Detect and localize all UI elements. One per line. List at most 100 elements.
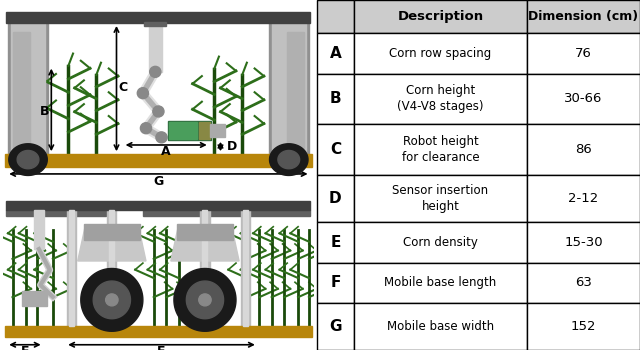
- Bar: [354, 124, 527, 175]
- Bar: [317, 262, 354, 303]
- Bar: [527, 175, 640, 222]
- Text: A: A: [161, 145, 171, 158]
- Bar: [11, 23, 45, 154]
- Bar: [527, 74, 640, 124]
- Bar: [317, 303, 354, 350]
- Bar: [527, 0, 640, 33]
- Bar: [317, 33, 354, 74]
- Polygon shape: [77, 225, 146, 261]
- Bar: [109, 210, 115, 326]
- Bar: [354, 33, 527, 74]
- Circle shape: [138, 88, 148, 99]
- Polygon shape: [278, 150, 300, 169]
- Bar: [527, 33, 640, 74]
- Bar: [317, 74, 354, 124]
- Text: 63: 63: [575, 276, 592, 289]
- Bar: [354, 303, 527, 350]
- Bar: [527, 33, 640, 74]
- Bar: [317, 175, 354, 222]
- Bar: [169, 122, 197, 139]
- Bar: [168, 121, 211, 140]
- Circle shape: [106, 294, 118, 306]
- Bar: [354, 74, 527, 124]
- Circle shape: [156, 132, 167, 143]
- Bar: [527, 303, 640, 350]
- Bar: [210, 124, 225, 137]
- Bar: [8, 23, 48, 154]
- Polygon shape: [186, 281, 223, 319]
- Text: B: B: [40, 105, 50, 118]
- Text: C: C: [330, 142, 341, 157]
- Text: Sensor insertion
height: Sensor insertion height: [392, 184, 488, 213]
- Text: D: D: [227, 140, 237, 153]
- Text: Corn density: Corn density: [403, 236, 478, 249]
- Text: 30-66: 30-66: [564, 92, 603, 105]
- Bar: [354, 222, 527, 262]
- Bar: [354, 74, 527, 124]
- Bar: [317, 0, 354, 33]
- Bar: [354, 175, 527, 222]
- Bar: [6, 12, 310, 23]
- Bar: [202, 210, 207, 326]
- Bar: [527, 262, 640, 303]
- Bar: [317, 124, 354, 175]
- Bar: [317, 303, 354, 350]
- Text: Corn row spacing: Corn row spacing: [389, 47, 492, 60]
- Text: Mobile base width: Mobile base width: [387, 320, 494, 333]
- Polygon shape: [269, 144, 308, 175]
- Bar: [67, 210, 76, 326]
- Bar: [354, 262, 527, 303]
- Text: D: D: [329, 191, 342, 206]
- Bar: [527, 262, 640, 303]
- Bar: [527, 124, 640, 175]
- Bar: [269, 23, 309, 154]
- Circle shape: [150, 66, 161, 77]
- Bar: [149, 23, 161, 72]
- Bar: [354, 262, 527, 303]
- Bar: [317, 0, 354, 33]
- Bar: [243, 210, 248, 326]
- Bar: [354, 222, 527, 262]
- Bar: [317, 262, 354, 303]
- Bar: [317, 222, 354, 262]
- Bar: [527, 74, 640, 124]
- Bar: [272, 23, 306, 154]
- Bar: [527, 303, 640, 350]
- Bar: [354, 124, 527, 175]
- Bar: [354, 175, 527, 222]
- Bar: [527, 175, 640, 222]
- Bar: [317, 222, 354, 262]
- Text: Description: Description: [397, 10, 483, 23]
- Polygon shape: [81, 268, 143, 331]
- Bar: [4, 154, 312, 167]
- Circle shape: [199, 294, 211, 306]
- Bar: [107, 210, 116, 326]
- Bar: [354, 0, 527, 33]
- Bar: [241, 210, 250, 326]
- Text: B: B: [330, 91, 341, 106]
- Bar: [22, 291, 47, 306]
- Bar: [527, 222, 640, 262]
- Polygon shape: [17, 150, 39, 169]
- Text: G: G: [153, 175, 164, 188]
- Bar: [317, 175, 354, 222]
- Bar: [84, 224, 140, 240]
- Text: A: A: [330, 46, 341, 61]
- Polygon shape: [93, 281, 131, 319]
- Bar: [13, 32, 29, 148]
- Bar: [199, 122, 210, 139]
- Bar: [354, 0, 527, 33]
- Text: Mobile base length: Mobile base length: [384, 276, 497, 289]
- Text: E: E: [20, 345, 29, 350]
- Text: F: F: [330, 275, 340, 290]
- Text: E: E: [330, 235, 340, 250]
- Text: 76: 76: [575, 47, 592, 60]
- Text: F: F: [157, 345, 166, 350]
- Bar: [317, 33, 354, 74]
- Bar: [145, 22, 166, 26]
- Text: C: C: [118, 80, 127, 93]
- Bar: [527, 124, 640, 175]
- Text: G: G: [329, 319, 342, 334]
- Bar: [143, 210, 310, 216]
- Text: 2-12: 2-12: [568, 192, 598, 205]
